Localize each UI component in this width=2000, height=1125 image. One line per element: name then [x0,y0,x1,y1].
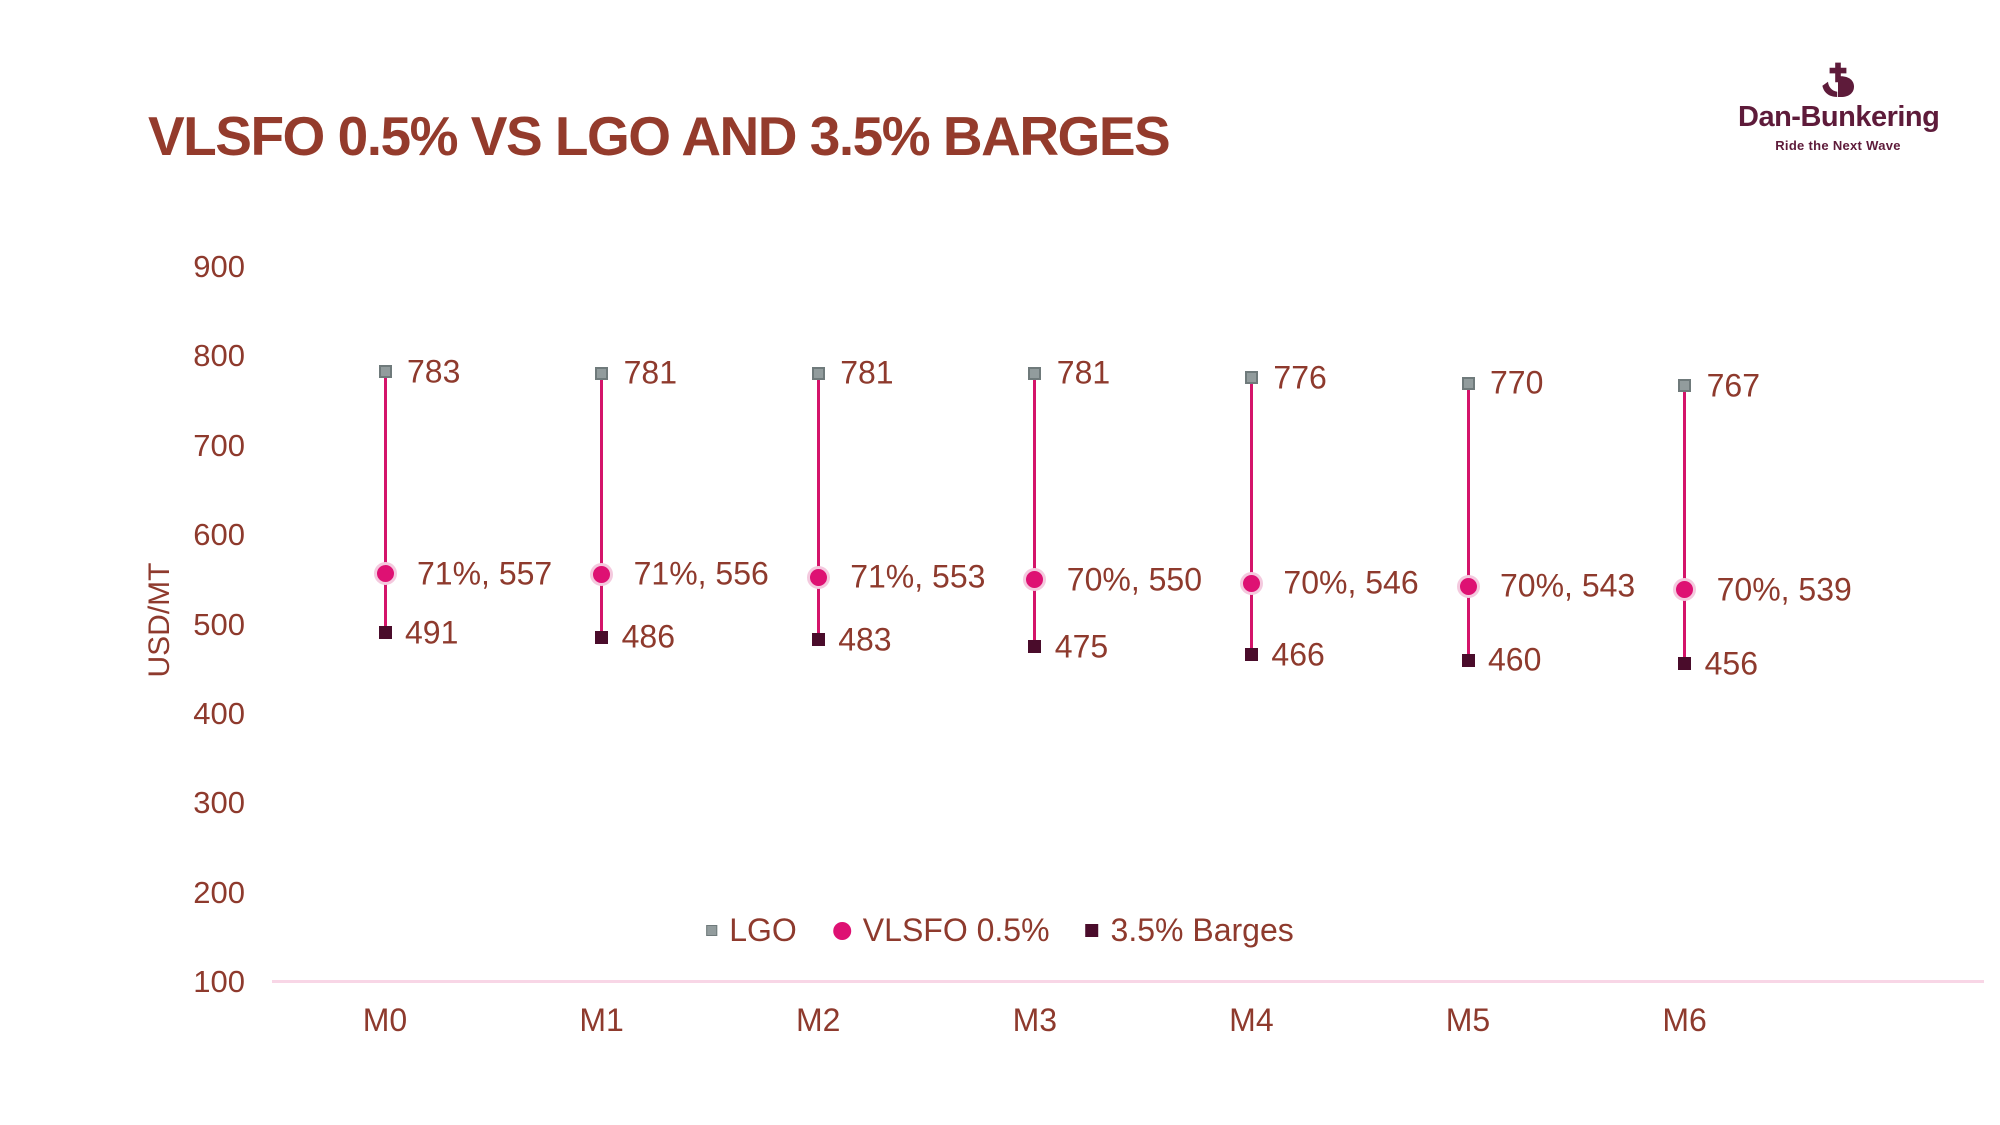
lgo-marker [595,366,609,380]
legend-label: LGO [729,912,797,948]
vlsfo-data-label: 70%, 543 [1500,567,1636,604]
legend-item-vlsfo-0-5-: VLSFO 0.5% [832,912,1050,949]
legend-item-lgo: LGO [706,912,797,949]
legend-label: 3.5% Barges [1110,912,1294,948]
barges-data-label: 475 [1054,628,1109,665]
barges-data-label: 491 [405,614,459,651]
barges-data-label: 483 [838,621,892,658]
high-low-connector-line [1033,373,1037,647]
vlsfo-marker [806,565,830,589]
x-category-label: M3 [1012,1002,1058,1038]
lgo-marker [378,365,392,379]
vlsfo-data-label: 71%, 557 [417,555,553,592]
y-tick-label: 400 [193,695,245,731]
legend-circle-swatch-icon [832,921,851,940]
vlsfo-data-label: 70%, 539 [1716,571,1852,608]
barges-marker [811,633,825,647]
legend-square-swatch-icon [706,925,718,936]
vlsfo-data-label: 71%, 553 [850,558,986,595]
brand-tagline: Ride the Next Wave [1775,138,1901,153]
y-tick-label: 800 [193,338,245,374]
x-category-label: M4 [1229,1002,1274,1038]
y-tick-label: 300 [193,785,245,821]
high-low-connector-line [1249,377,1253,655]
vlsfo-marker [590,562,614,586]
barges-data-label: 456 [1704,645,1758,682]
lgo-data-label: 770 [1490,364,1544,401]
lgo-data-label: 767 [1706,367,1760,404]
lgo-data-label: 781 [623,354,677,391]
vlsfo-marker [1673,578,1697,602]
x-category-label: M1 [579,1002,624,1038]
lgo-marker [1461,376,1475,390]
y-tick-label: 900 [193,249,245,284]
y-tick-label: 100 [193,964,245,999]
x-category-label: M2 [795,1002,841,1038]
legend: LGO VLSFO 0.5% 3.5% Barges [706,912,1294,949]
barges-marker [1244,648,1258,662]
legend-square-swatch-icon [1085,924,1099,937]
y-tick-label: 500 [193,606,245,642]
chart-title: VLSFO 0.5% VS LGO AND 3.5% BARGES [148,105,1171,167]
x-category-label: M0 [362,1002,408,1038]
barges-data-label: 460 [1488,641,1542,678]
barges-data-label: 466 [1271,636,1325,673]
vlsfo-marker [373,562,397,586]
high-low-connector-line [383,371,387,633]
vlsfo-marker [1456,574,1480,598]
y-tick-label: 700 [193,427,245,463]
x-category-label: M6 [1662,1002,1707,1038]
high-low-connector-line [816,373,820,640]
barges-marker [1028,640,1042,654]
lgo-data-label: 781 [1056,354,1111,391]
high-low-connector-line [1466,383,1470,661]
lgo-marker [1678,379,1692,393]
vlsfo-data-label: 70%, 550 [1066,561,1203,598]
y-tick-label: 600 [193,517,245,553]
vlsfo-marker [1023,568,1047,592]
lgo-data-label: 781 [840,354,894,391]
lgo-marker [811,366,825,380]
lgo-data-label: 783 [407,353,461,390]
lgo-data-label: 776 [1273,359,1327,396]
barges-marker [595,630,609,644]
brand-name: Dan-Bunkering [1738,101,1940,133]
brand-logo: Dan-Bunkering Ride the Next Wave [1738,62,1940,153]
x-category-label: M5 [1445,1002,1491,1038]
x-axis-line [272,980,1984,983]
barges-marker [1678,657,1692,671]
vlsfo-data-label: 71%, 556 [633,555,769,592]
anchor-logo-icon [1822,62,1854,97]
legend-label: VLSFO 0.5% [862,912,1050,948]
y-tick-label: 200 [193,874,245,910]
high-low-connector-line [600,373,604,637]
vlsfo-data-label: 70%, 546 [1283,564,1419,601]
lgo-marker [1028,366,1042,380]
vlsfo-marker [1239,571,1263,595]
barges-marker [378,626,392,640]
legend-item-3-5-barges: 3.5% Barges [1085,912,1294,949]
lgo-marker [1244,371,1258,385]
barges-marker [1461,653,1475,667]
barges-data-label: 486 [621,618,675,655]
high-low-connector-line [1683,385,1687,664]
